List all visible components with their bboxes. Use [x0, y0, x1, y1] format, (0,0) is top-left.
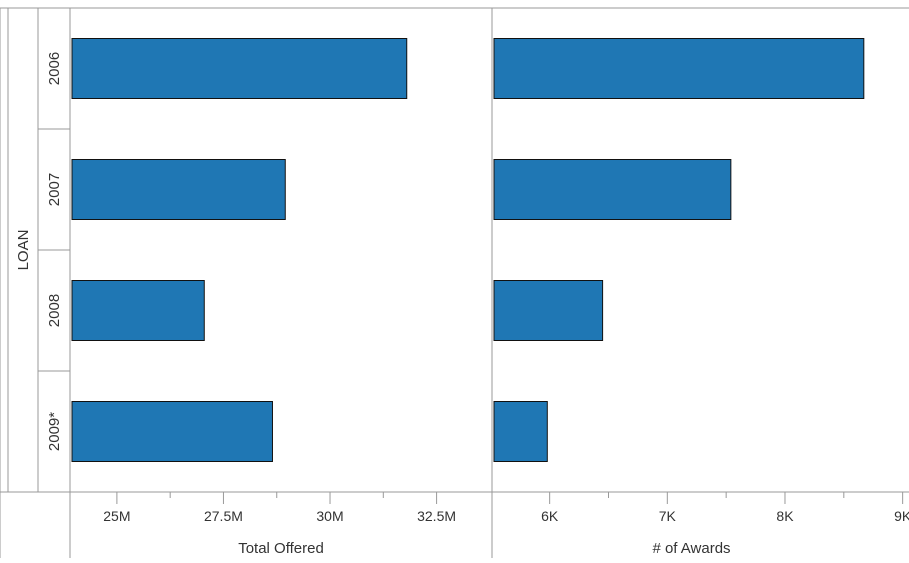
row-label-2007: 2007 — [46, 173, 63, 206]
bar-total-offered-2006 — [71, 38, 408, 99]
row-group-label: LOAN — [15, 230, 32, 271]
bar-num-awards-2007 — [493, 159, 732, 220]
bar-total-offered-2008 — [71, 280, 205, 341]
chart-frame — [0, 7, 909, 558]
label-layer: LOAN Total Offered # of Awards — [15, 230, 731, 557]
row-label-2006: 2006 — [46, 52, 63, 85]
axis-layer: 2006 2007 2008 2009* 25M 27.5M 30M 32.5M 6K 7K 8K 9… — [46, 52, 909, 524]
x-tick-label-num-awards: 6K — [541, 508, 559, 524]
bar-num-awards-2008 — [493, 280, 604, 341]
row-label-2008: 2008 — [46, 294, 63, 327]
bar-total-offered-2007 — [71, 159, 286, 220]
x-tick-label-total-offered: 32.5M — [417, 508, 456, 524]
x-axis-title-num-awards: # of Awards — [652, 540, 730, 557]
x-tick-label-total-offered: 27.5M — [204, 508, 243, 524]
x-tick-label-total-offered: 25M — [103, 508, 130, 524]
bar-total-offered-2009-star — [71, 401, 273, 462]
x-axis-title-total-offered: Total Offered — [238, 540, 324, 557]
x-tick-label-num-awards: 9K — [894, 508, 909, 524]
bar-num-awards-2009-star — [493, 401, 548, 462]
x-tick-label-total-offered: 30M — [316, 508, 343, 524]
x-tick-label-num-awards: 7K — [659, 508, 677, 524]
bar-num-awards-2006 — [493, 38, 865, 99]
row-label-2009-star: 2009* — [46, 412, 63, 451]
bars-layer — [71, 38, 865, 462]
x-tick-label-num-awards: 8K — [776, 508, 794, 524]
